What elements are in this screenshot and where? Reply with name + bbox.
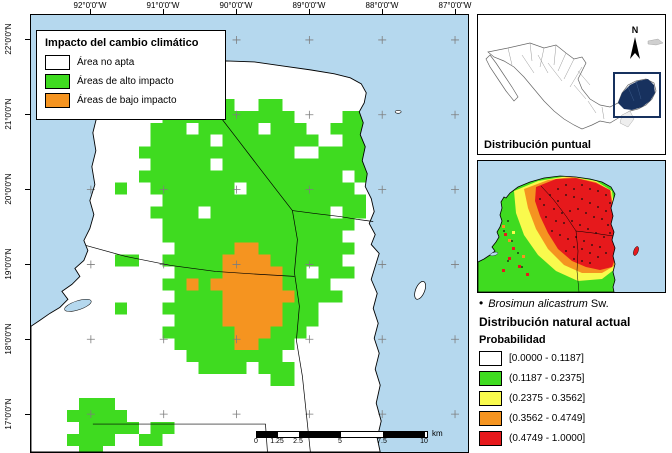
distribution-inset [477,160,666,293]
prob-label-4: (0.3562 - 0.4749] [509,413,586,424]
scale-bar-tick-label: 5 [338,438,342,445]
prob-class-row-1: [0.0000 - 0.1187] [479,351,669,366]
bullet-point: • [479,296,484,310]
legend-item-bajo-impacto: Áreas de bajo impacto [45,93,217,108]
prob-label-3: (0.2375 - 0.3562] [509,393,586,404]
longitude-label-90w: 90°0'0"W [219,1,253,10]
legend-label-alto-impacto: Áreas de alto impacto [77,76,174,87]
graticule-tick [25,414,30,415]
longitude-label-89w: 89°0'0"W [292,1,326,10]
prob-class-row-4: (0.3562 - 0.4749] [479,411,669,426]
legend-swatch-no-apta [45,55,70,70]
mexico-inset-canvas: N [478,15,665,154]
latitude-label-19n: 19°0'0"N [4,248,13,280]
scale-bar-tick-label: 10 [420,438,428,445]
mexico-inset-caption: Distribución puntual [484,139,591,151]
probability-legend: [0.0000 - 0.1187] (0.1187 - 0.2375] (0.2… [479,351,669,446]
prob-class-row-3: (0.2375 - 0.3562] [479,391,669,406]
prob-swatch-3 [479,391,502,406]
svg-text:N: N [632,25,639,35]
scale-bar-tick-label: 0 [254,438,258,445]
prob-label-5: (0.4749 - 1.0000] [509,433,586,444]
probability-legend-title: Probabilidad [479,334,546,346]
prob-swatch-1 [479,351,502,366]
scale-bar-labels: 0 1.25 2.5 5 7.5 10 [254,438,428,446]
graticule-tick [25,39,30,40]
species-authority: Sw. [590,298,609,310]
latitude-label-20n: 20°0'0"N [4,173,13,205]
prob-class-row-5: (0.4749 - 1.0000] [479,431,669,446]
legend-item-no-apta: Área no apta [45,55,217,70]
graticule-tick [163,9,164,14]
longitude-label-87w: 87°0'0"W [438,1,472,10]
distribution-inset-canvas [478,161,665,292]
species-name: Brosimun alicastrum [488,298,588,310]
impact-legend-title: Impacto del cambio climático [45,37,199,49]
graticule-tick [25,114,30,115]
latitude-label-18n: 18°0'0"N [4,323,13,355]
legend-label-bajo-impacto: Áreas de bajo impacto [77,95,177,106]
distribution-title: Distribución natural actual [479,315,631,329]
prob-label-2: (0.1187 - 0.2375] [509,373,585,384]
scale-bar-tick-label: 1.25 [270,438,284,445]
longitude-label-91w: 91°0'0"W [146,1,180,10]
graticule-tick [90,9,91,14]
graticule-tick [236,9,237,14]
legend-label-no-apta: Área no apta [77,57,135,68]
legend-swatch-bajo-impacto [45,93,70,108]
scale-bar: 0 1.25 2.5 5 7.5 10 km [254,429,466,447]
scale-bar-tick-label: 7.5 [377,438,387,445]
prob-class-row-2: (0.1187 - 0.2375] [479,371,669,386]
graticule-tick [455,9,456,14]
prob-swatch-4 [479,411,502,426]
graticule-tick [309,9,310,14]
mexico-inset: N Distribución puntual [477,14,666,155]
prob-label-1: [0.0000 - 0.1187] [509,353,584,364]
main-map: Impacto del cambio climático Área no apt… [30,14,469,453]
prob-swatch-2 [479,371,502,386]
species-label: • Brosimun alicastrum Sw. [479,296,669,310]
distribution-caption-block: • Brosimun alicastrum Sw. Distribución na… [479,296,669,451]
latitude-label-21n: 21°0'0"N [4,98,13,130]
latitude-label-17n: 17°0'0"N [4,398,13,430]
longitude-label-92w: 92°0'0"W [73,1,107,10]
longitude-label-88w: 88°0'0"W [365,1,399,10]
scale-bar-tick-label: 2.5 [293,438,303,445]
graticule-tick [25,189,30,190]
legend-item-alto-impacto: Áreas de alto impacto [45,74,217,89]
graticule-tick [382,9,383,14]
prob-swatch-5 [479,431,502,446]
scale-bar-segments [256,431,428,438]
impact-legend: Impacto del cambio climático Área no apt… [36,30,226,120]
graticule-tick [25,264,30,265]
main-map-canvas [31,15,468,452]
graticule-tick [25,339,30,340]
scale-bar-unit: km [432,429,443,438]
latitude-label-22n: 22°0'0"N [4,23,13,55]
legend-swatch-alto-impacto [45,74,70,89]
